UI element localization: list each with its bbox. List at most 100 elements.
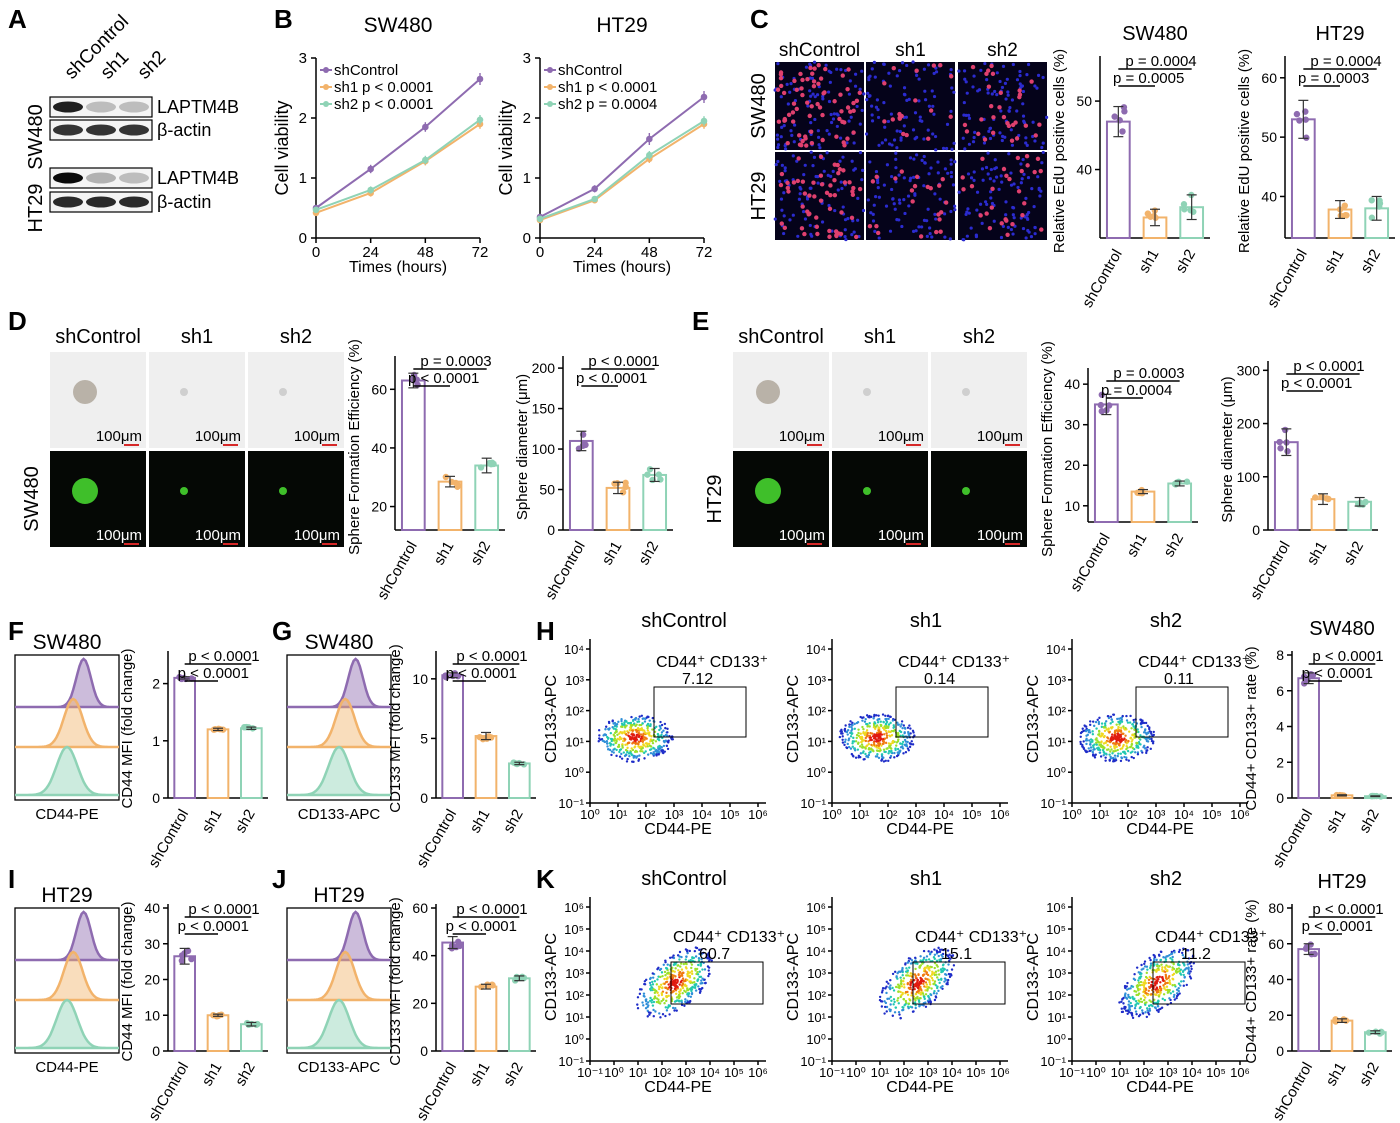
flow-event-dot xyxy=(668,1005,671,1008)
x-tick-label: 72 xyxy=(472,244,489,261)
data-point-shControl xyxy=(1296,117,1303,124)
flow-event-dot xyxy=(702,951,705,955)
flow-event-dot xyxy=(1127,1000,1131,1003)
gate-percentage: 0.14 xyxy=(924,671,955,688)
flow-event-dot xyxy=(1146,968,1149,971)
edu-positive-dot xyxy=(802,231,807,237)
flow-event-dot xyxy=(883,1005,887,1009)
edu-nucleus-dot xyxy=(972,74,976,78)
flow-event-dot xyxy=(1157,977,1160,981)
flow-event-dot xyxy=(653,747,656,750)
flow-event-dot xyxy=(1091,750,1095,754)
flow-event-dot xyxy=(1181,951,1184,955)
flow-event-dot xyxy=(607,720,611,724)
x-tick-label: 10¹ xyxy=(1091,807,1110,822)
flow-event-dot xyxy=(653,995,657,998)
flow-event-dot xyxy=(1133,732,1136,736)
edu-nucleus-dot xyxy=(949,109,953,113)
edu-positive-dot xyxy=(839,210,844,215)
edu-positive-dot xyxy=(798,71,803,77)
x-tick-label: shControl xyxy=(1264,247,1311,311)
edu-nucleus-dot xyxy=(887,71,891,75)
flow-event-dot xyxy=(1169,992,1173,995)
edu-nucleus-dot xyxy=(776,137,780,141)
flow-event-dot xyxy=(908,724,911,727)
x-tick-label: 10⁴ xyxy=(692,807,712,822)
edu-positive-dot xyxy=(796,133,802,138)
flow-event-dot xyxy=(852,736,855,740)
flow-event-dot xyxy=(910,991,914,994)
edu-positive-dot xyxy=(820,137,825,143)
flow-event-dot xyxy=(947,963,950,966)
flow-event-dot xyxy=(660,749,663,752)
flow-event-dot xyxy=(885,1005,889,1009)
flow-event-dot xyxy=(649,988,653,992)
edu-nucleus-dot xyxy=(911,60,915,64)
blot-column-label: sh2 xyxy=(134,47,171,84)
flow-event-dot xyxy=(657,975,660,978)
flow-event-dot xyxy=(612,743,615,746)
gate-percentage: 7.12 xyxy=(682,671,713,688)
edu-nucleus-dot xyxy=(870,113,874,117)
flow-event-dot xyxy=(933,948,936,951)
flow-event-dot xyxy=(1169,957,1172,960)
flow-event-dot xyxy=(1142,988,1146,992)
edu-nucleus-dot xyxy=(788,90,792,94)
flow-event-dot xyxy=(1159,991,1162,994)
flow-event-dot xyxy=(940,948,944,951)
y-tick-label: 20 xyxy=(144,972,160,988)
flow-event-dot xyxy=(937,969,940,972)
edu-positive-dot xyxy=(984,211,989,216)
edu-nucleus-dot xyxy=(1006,225,1010,229)
edu-positive-dot xyxy=(818,173,824,178)
edu-nucleus-dot xyxy=(835,124,839,129)
flow-event-dot xyxy=(630,753,634,757)
flow-event-dot xyxy=(1117,743,1121,747)
flow-event-dot xyxy=(1160,1006,1164,1009)
edu-positive-dot xyxy=(901,131,906,137)
edu-nucleus-dot xyxy=(883,125,887,129)
flow-event-dot xyxy=(882,748,886,751)
edu-nucleus-dot xyxy=(1031,134,1035,139)
edu-positive-dot xyxy=(839,109,844,114)
edu-positive-dot xyxy=(840,73,845,78)
flow-event-dot xyxy=(1179,984,1182,987)
edu-positive-dot xyxy=(989,205,995,210)
data-point-shControl xyxy=(1303,134,1310,141)
flow-event-dot xyxy=(612,751,615,754)
x-tick-label: sh1 xyxy=(1304,539,1331,568)
flow-event-dot xyxy=(632,733,635,736)
edu-nucleus-dot xyxy=(1038,194,1042,198)
flow-event-dot xyxy=(646,722,650,726)
flow-event-dot xyxy=(602,734,605,737)
flow-event-dot xyxy=(1160,963,1163,966)
flow-event-dot xyxy=(614,728,617,731)
data-point-shControl xyxy=(453,943,460,951)
flow-event-dot xyxy=(897,738,900,741)
edu-nucleus-dot xyxy=(943,235,947,239)
edu-nucleus-dot xyxy=(843,228,847,232)
edu-nucleus-dot xyxy=(776,145,780,150)
flow-event-dot xyxy=(1134,1004,1137,1008)
flow-event-dot xyxy=(612,748,615,751)
flow-event-dot xyxy=(938,950,942,954)
edu-positive-dot xyxy=(1006,123,1012,129)
x-axis-label: Times (hours) xyxy=(349,259,447,276)
data-point-sh1 xyxy=(614,480,621,487)
edu-nucleus-dot xyxy=(845,141,849,145)
flow-event-dot xyxy=(1126,1009,1130,1013)
edu-positive-dot xyxy=(936,212,941,217)
flow-event-dot xyxy=(1120,1007,1123,1010)
edu-positive-dot xyxy=(828,183,833,188)
flow-event-dot xyxy=(680,972,683,975)
flow-event-dot xyxy=(1089,743,1092,746)
y-tick-label: 10¹ xyxy=(1047,734,1066,749)
flow-event-dot xyxy=(928,986,931,989)
edu-nucleus-dot xyxy=(971,140,976,144)
histogram-frame xyxy=(286,654,392,801)
flow-event-dot xyxy=(876,718,879,722)
edu-nucleus-dot xyxy=(779,135,783,139)
flow-event-dot xyxy=(928,979,931,982)
data-point-shControl xyxy=(178,957,186,964)
